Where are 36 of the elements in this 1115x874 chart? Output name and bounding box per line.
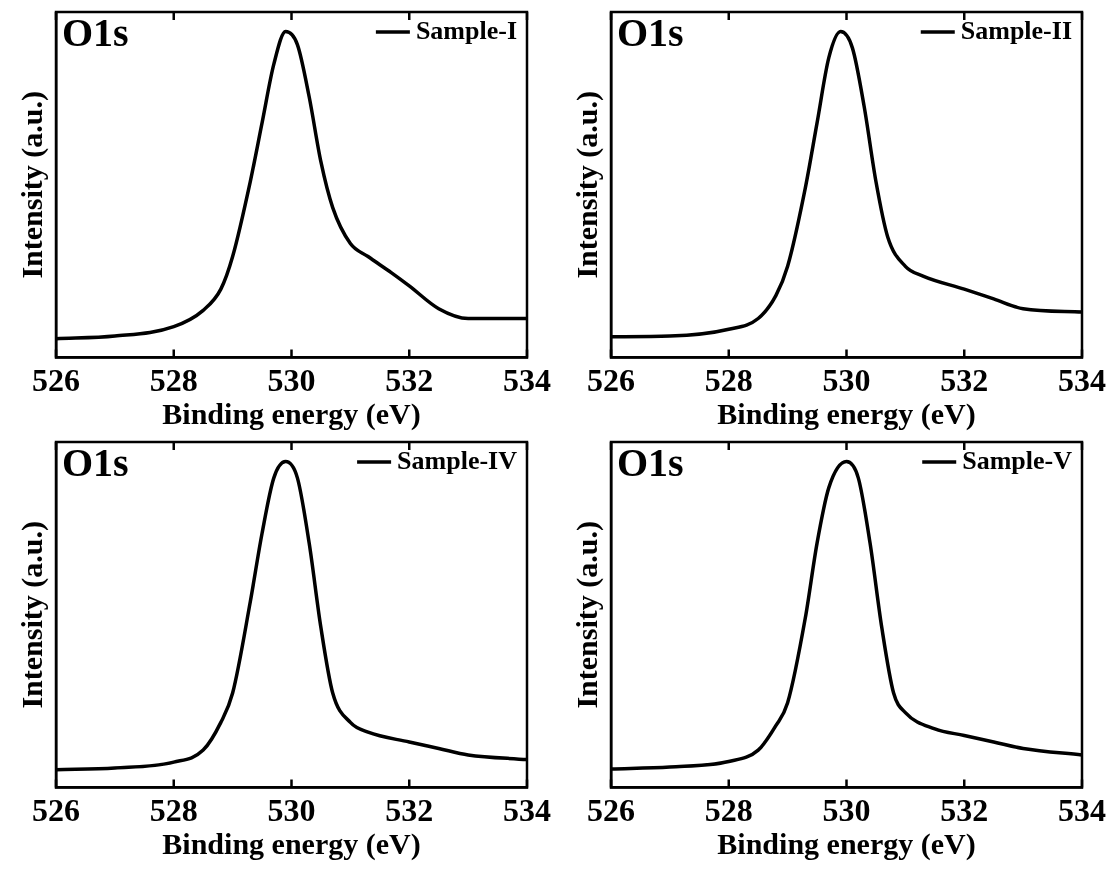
- x-tick-label: 530: [267, 362, 316, 399]
- x-tick-label: 532: [385, 792, 434, 829]
- x-tick-label: 526: [32, 362, 80, 399]
- x-tick-label: 530: [822, 362, 871, 399]
- x-tick-label: 526: [587, 362, 635, 399]
- legend-label: Sample-II: [960, 15, 1073, 45]
- x-tick-label: 530: [267, 792, 316, 829]
- x-tick-label: 532: [385, 362, 434, 399]
- chart-title: O1s: [617, 440, 684, 486]
- x-tick-label: 528: [704, 362, 753, 399]
- y-axis-title: Intensity (a.u.): [569, 521, 604, 709]
- x-tick-label: 526: [587, 792, 635, 829]
- legend-label: Sample-I: [415, 15, 518, 45]
- x-tick-label: 534: [1058, 362, 1106, 399]
- x-axis-title: Binding energy (eV): [717, 826, 976, 861]
- y-axis-title: Intensity (a.u.): [14, 521, 49, 709]
- legend-label: Sample-IV: [397, 445, 518, 475]
- x-tick-label: 534: [1058, 792, 1106, 829]
- x-tick-label: 532: [940, 792, 989, 829]
- chart-title: O1s: [62, 440, 129, 486]
- x-axis-title: Binding energy (eV): [162, 826, 421, 861]
- x-tick-label: 532: [940, 362, 989, 399]
- x-tick-label: 534: [503, 792, 551, 829]
- x-tick-label: 528: [149, 362, 198, 399]
- y-axis-title: Intensity (a.u.): [14, 91, 49, 279]
- y-axis-title: Intensity (a.u.): [569, 91, 604, 279]
- chart-title: O1s: [617, 10, 684, 56]
- x-axis-title: Binding energy (eV): [162, 396, 421, 431]
- x-tick-label: 530: [822, 792, 871, 829]
- x-axis-title: Binding energy (eV): [717, 396, 976, 431]
- x-tick-label: 526: [32, 792, 80, 829]
- x-tick-label: 528: [704, 792, 753, 829]
- x-tick-label: 528: [149, 792, 198, 829]
- legend-label: Sample-V: [962, 445, 1073, 475]
- x-tick-label: 534: [503, 362, 551, 399]
- chart-title: O1s: [62, 10, 129, 56]
